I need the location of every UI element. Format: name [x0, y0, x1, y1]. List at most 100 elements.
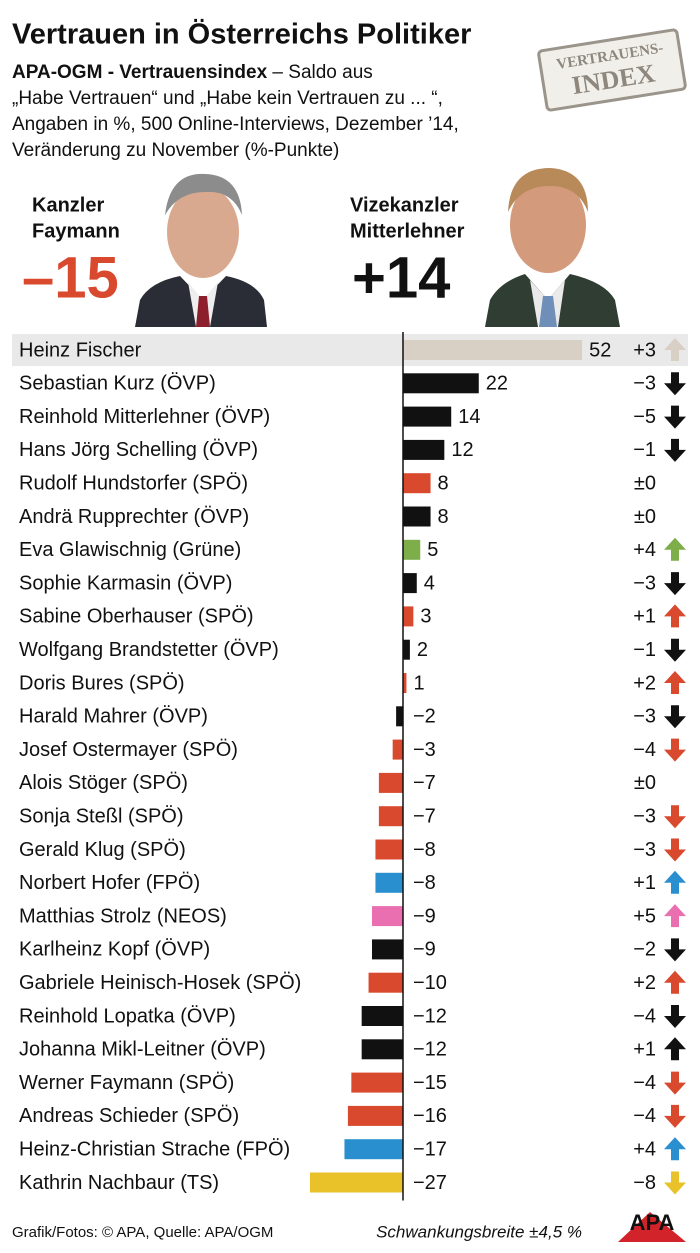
photo — [485, 168, 620, 327]
arrow-down — [664, 838, 686, 862]
bar — [368, 972, 403, 993]
arrow-up — [664, 870, 686, 894]
arrow-down — [664, 438, 686, 462]
change-label: ±0 — [634, 472, 656, 494]
category-label: Rudolf Hundstorfer (SPÖ) — [19, 472, 248, 494]
bar — [403, 373, 479, 394]
value-label: −10 — [413, 972, 447, 994]
category-label: Gabriele Heinisch-Hosek (SPÖ) — [19, 972, 301, 994]
bar — [403, 639, 410, 660]
value-label: −9 — [413, 905, 436, 927]
category-label: Doris Bures (SPÖ) — [19, 672, 185, 694]
change-label: −5 — [633, 406, 656, 428]
change-label: +4 — [633, 1138, 656, 1160]
arrow-down — [664, 572, 686, 596]
change-label: −8 — [633, 1172, 656, 1194]
category-label: Wolfgang Brandstetter (ÖVP) — [19, 639, 279, 661]
bar — [361, 1039, 403, 1060]
bar — [378, 806, 403, 827]
category-label: Gerald Klug (SPÖ) — [19, 839, 186, 861]
leader-role: Kanzler — [32, 194, 104, 216]
category-label: Sophie Karmasin (ÖVP) — [19, 572, 232, 594]
subtitle-line: Veränderung zu November (%-Punkte) — [12, 140, 339, 161]
change-label: +4 — [633, 539, 656, 561]
value-label: −7 — [413, 805, 436, 827]
hair — [165, 173, 242, 215]
bar — [403, 439, 445, 460]
bar — [403, 606, 414, 627]
category-label: Sebastian Kurz (ÖVP) — [19, 373, 216, 395]
stamp-frame — [537, 28, 687, 112]
value-label: −27 — [413, 1172, 447, 1194]
change-label: +5 — [633, 905, 656, 927]
arrow-up — [664, 537, 686, 561]
change-label: −3 — [633, 839, 656, 861]
category-label: Heinz-Christian Strache (FPÖ) — [19, 1138, 290, 1160]
bar — [378, 772, 403, 793]
value-label: 14 — [458, 406, 480, 428]
category-label: Reinhold Lopatka (ÖVP) — [19, 1005, 236, 1027]
value-label: 2 — [417, 639, 428, 661]
subtitle-bold: APA-OGM - Vertrauensindex — [12, 62, 268, 83]
value-label: 8 — [438, 472, 449, 494]
value-label: 1 — [413, 672, 424, 694]
change-label: ±0 — [634, 772, 656, 794]
value-label: −15 — [413, 1072, 447, 1094]
value-label: −17 — [413, 1138, 447, 1160]
category-label: Reinhold Mitterlehner (ÖVP) — [19, 406, 270, 428]
hair — [508, 168, 588, 212]
face — [510, 177, 586, 273]
category-label: Werner Faymann (SPÖ) — [19, 1072, 234, 1094]
change-label: −3 — [633, 373, 656, 395]
bar — [403, 340, 583, 360]
bar — [347, 1105, 403, 1126]
change-label: +1 — [633, 872, 656, 894]
category-label: Sonja Steßl (SPÖ) — [19, 805, 184, 827]
face — [167, 186, 239, 278]
change-label: −1 — [633, 439, 656, 461]
bar — [351, 1072, 403, 1093]
note: Schwankungsbreite ±4,5 % — [376, 1222, 582, 1241]
leaders: Kanzler Faymann –15 Vizekanzler Mitterlehner… — [22, 194, 465, 310]
value-label: −12 — [413, 1039, 447, 1061]
bar — [375, 872, 403, 893]
change-label: −4 — [633, 1072, 656, 1094]
category-label: Matthias Strolz (NEOS) — [19, 905, 227, 927]
change-label: −3 — [633, 706, 656, 728]
subtitle-line: – Saldo aus — [267, 62, 373, 83]
value-label: −8 — [413, 872, 436, 894]
bar — [403, 406, 452, 427]
bar — [310, 1172, 403, 1193]
bar — [403, 673, 407, 693]
category-label: Sabine Oberhauser (SPÖ) — [19, 606, 254, 628]
arrow-down — [664, 638, 686, 662]
category-label: Alois Stöger (SPÖ) — [19, 772, 188, 794]
category-label: Kathrin Nachbaur (TS) — [19, 1172, 219, 1194]
category-label: Heinz Fischer — [19, 339, 142, 361]
value-label: 12 — [451, 439, 473, 461]
arrow-down — [664, 405, 686, 429]
category-label: Karlheinz Kopf (ÖVP) — [19, 939, 210, 961]
bar — [396, 706, 403, 727]
arrow-down — [664, 372, 686, 396]
tie — [539, 296, 557, 327]
value-label: −12 — [413, 1005, 447, 1027]
value-label: 4 — [424, 572, 435, 594]
arrow-down — [664, 1071, 686, 1095]
change-label: −4 — [633, 739, 656, 761]
title: Vertrauen in Österreichs Politiker — [12, 18, 471, 51]
value-label: 3 — [420, 606, 431, 628]
leader-value: +14 — [352, 245, 450, 310]
tie — [196, 296, 210, 327]
subtitle-line: „Habe Vertrauen“ und „Habe kein Vertraue… — [12, 88, 443, 109]
leader-value: –15 — [22, 245, 119, 310]
value-label: −9 — [413, 939, 436, 961]
value-label: −2 — [413, 706, 436, 728]
value-label: −7 — [413, 772, 436, 794]
bar — [403, 539, 421, 560]
logo-mark — [618, 1212, 686, 1242]
bar — [403, 473, 431, 494]
value-label: −3 — [413, 739, 436, 761]
